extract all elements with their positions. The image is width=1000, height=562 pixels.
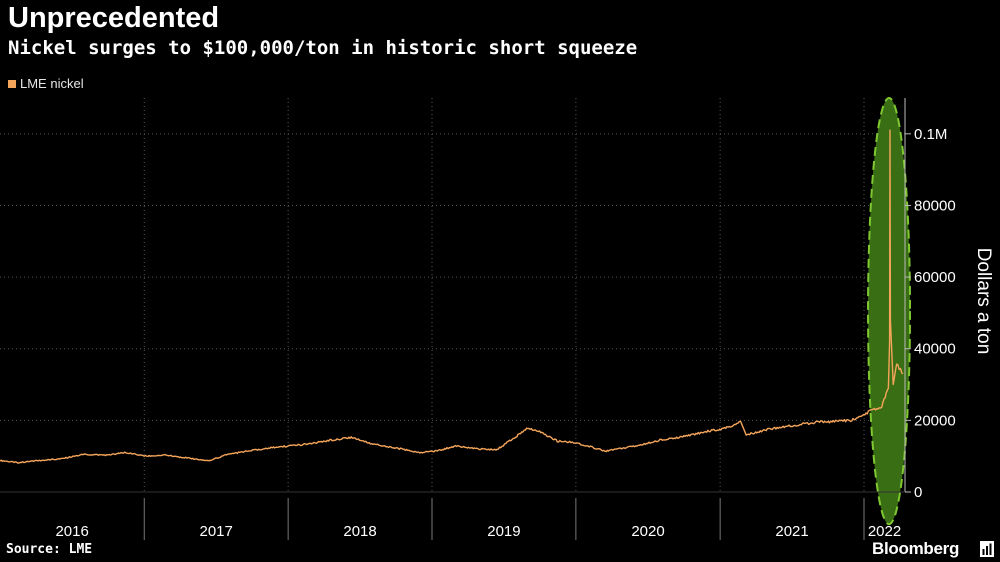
bloomberg-terminal-icon: [980, 541, 994, 557]
x-tick-label: 2020: [631, 523, 664, 540]
y-axis-label: Dollars a ton: [973, 248, 994, 355]
series-line-lme-nickel: [0, 129, 904, 464]
legend-label: LME nickel: [20, 76, 84, 91]
x-tick-label: 2021: [775, 523, 808, 540]
source-note: Source: LME: [6, 542, 93, 557]
y-tick-label: 40000: [914, 341, 956, 358]
x-tick-label: 2016: [55, 523, 88, 540]
brand-logo-text: Bloomberg: [872, 539, 960, 558]
page-subtitle: Nickel surges to $100,000/ton in histori…: [8, 37, 638, 59]
x-tick-label: 2018: [343, 523, 376, 540]
page-title: Unprecedented: [8, 2, 220, 34]
legend: LME nickel: [8, 76, 84, 91]
axes: 0 20000 40000 60000 80000 0.1M 2016 2017 2018 201…: [0, 98, 956, 540]
y-tick-label: 0.1M: [914, 126, 947, 143]
x-tick-label: 2019: [487, 523, 520, 540]
series-layer: [0, 129, 904, 464]
y-tick-label: 0: [914, 484, 922, 501]
y-tick-label: 80000: [914, 197, 956, 214]
y-tick-label: 20000: [914, 412, 956, 429]
x-tick-label: 2017: [200, 523, 233, 540]
x-tick-label: 2022: [868, 523, 901, 540]
y-tick-label: 60000: [914, 269, 956, 286]
grid: [0, 98, 905, 492]
legend-swatch: [8, 79, 16, 88]
